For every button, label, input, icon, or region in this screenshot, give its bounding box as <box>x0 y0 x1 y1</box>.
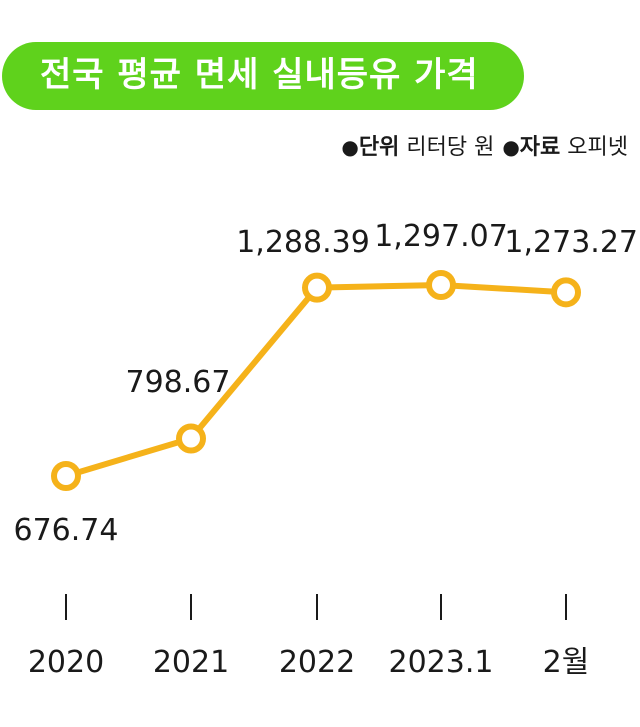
source-label: 자료 <box>519 135 561 160</box>
x-tick-label: 2월 <box>543 645 590 680</box>
source-value: 오피넷 <box>567 135 628 160</box>
data-label: 1,288.39 <box>236 225 370 260</box>
x-tick-label: 2021 <box>153 645 229 680</box>
data-point <box>302 272 332 303</box>
data-label: 1,273.27 <box>504 225 638 260</box>
x-tick-label: 2020 <box>28 645 104 680</box>
unit-label: 단위 <box>358 135 400 160</box>
data-point <box>51 461 81 491</box>
data-label: 798.67 <box>126 365 231 400</box>
meta-line: ●단위 리터당 원 ●자료 오피넷 <box>341 132 636 163</box>
unit-value: 리터당 원 <box>406 135 495 160</box>
title-pill <box>2 42 524 110</box>
data-label: 1,297.07 <box>374 219 508 254</box>
x-tick-label: 2023.1 <box>389 645 494 680</box>
data-label: 676.74 <box>14 513 119 548</box>
bullet-icon: ● <box>341 135 359 159</box>
data-point <box>176 423 206 454</box>
x-tick-label: 2022 <box>279 645 355 680</box>
data-point <box>551 277 581 308</box>
data-point <box>426 270 456 300</box>
bullet-icon: ● <box>502 135 520 159</box>
chart-title: 전국 평균 면세 실내등유 가격 <box>40 55 479 95</box>
